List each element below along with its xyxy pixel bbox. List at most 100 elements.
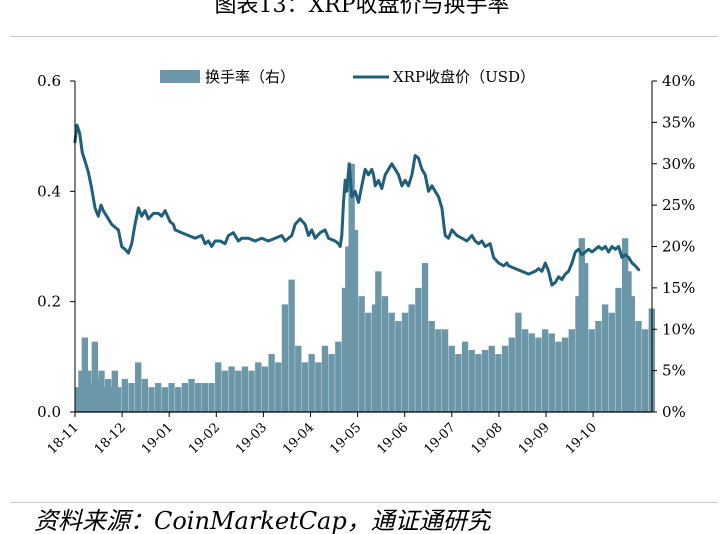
- turnover-bar-31: [241, 366, 249, 412]
- turnover-bar-68: [475, 354, 482, 412]
- turnover-bar-67: [468, 349, 475, 412]
- turnover-bar-40: [301, 362, 309, 412]
- turnover-bar-51: [365, 312, 372, 412]
- turnover-bar-37: [281, 304, 289, 412]
- turnover-bar-2: [81, 337, 89, 412]
- legend-label-price: XRP收盘价（USD）: [393, 68, 535, 86]
- turnover-bar-90: [615, 287, 622, 412]
- right-tick-label-7: 35%: [662, 113, 695, 131]
- turnover-bar-22: [181, 383, 189, 412]
- turnover-bar-24: [195, 383, 202, 412]
- turnover-bar-69: [481, 349, 489, 412]
- x-tick-label-11: 19-10: [563, 420, 600, 457]
- x-tick-label-5: 19-04: [280, 420, 317, 457]
- turnover-bar-92: [625, 271, 632, 412]
- turnover-bar-23: [188, 378, 195, 412]
- turnover-bar-61: [428, 320, 435, 412]
- x-ticks: 18-11 18-12 19-01 19-02 19-03 19-04 19-05 19-06…: [45, 412, 600, 457]
- turnover-bar-88: [601, 304, 609, 412]
- turnover-bar-54: [381, 296, 389, 412]
- turnover-bar-52: [371, 304, 379, 412]
- turnover-bar-41: [308, 354, 315, 412]
- turnover-bar-38: [288, 279, 295, 412]
- turnover-bar-27: [215, 362, 222, 412]
- turnover-bar-75: [521, 329, 529, 412]
- turnover-bar-73: [508, 337, 515, 412]
- x-tick-label-1: 18-12: [92, 420, 129, 457]
- left-tick-label-1: 0.2: [37, 293, 61, 311]
- turnover-bar-71: [495, 354, 502, 412]
- turnover-bar-62: [435, 329, 442, 412]
- turnover-bar-3: [85, 370, 92, 412]
- turnover-bar-46: [341, 287, 349, 412]
- turnover-bar-19: [161, 387, 169, 412]
- turnover-bar-79: [548, 333, 555, 412]
- left-tick-label-3: 0.6: [37, 72, 61, 90]
- turnover-bar-58: [408, 304, 415, 412]
- turnover-bar-21: [175, 387, 182, 412]
- turnover-bar-76: [528, 333, 535, 412]
- turnover-bar-33: [255, 362, 262, 412]
- right-tick-label-5: 25%: [662, 196, 695, 214]
- turnover-bar-93: [628, 296, 635, 412]
- turnover-bar-85: [581, 263, 589, 412]
- x-tick-label-3: 19-02: [186, 420, 223, 457]
- turnover-bar-91: [621, 238, 629, 412]
- turnover-bar-18: [155, 383, 162, 412]
- right-tick-label-0: 0%: [662, 403, 686, 421]
- turnover-bar-47: [345, 246, 352, 412]
- turnover-bar-53: [375, 271, 382, 412]
- x-tick-label-6: 19-05: [327, 420, 364, 457]
- right-tick-label-8: 40%: [662, 72, 695, 90]
- legend-swatch-turnover: [160, 70, 200, 83]
- turnover-bar-49: [351, 229, 359, 412]
- turnover-bar-82: [568, 329, 575, 412]
- turnover-bar-14: [128, 383, 135, 412]
- turnover-bar-74: [515, 312, 522, 412]
- left-tick-label-0: 0.0: [37, 403, 61, 421]
- turnover-bar-43: [321, 345, 329, 412]
- turnover-bar-8: [101, 387, 109, 412]
- turnover-bar-50: [358, 296, 365, 412]
- turnover-bar-81: [561, 337, 569, 412]
- turnover-bar-39: [295, 345, 302, 412]
- turnover-bar-5: [91, 341, 99, 412]
- turnover-bar-72: [501, 345, 509, 412]
- turnover-bar-57: [401, 312, 409, 412]
- turnover-bar-36: [275, 362, 282, 412]
- turnover-bar-84: [578, 238, 585, 412]
- turnover-bar-17: [148, 387, 155, 412]
- chart-title: 图表13：XRP收盘价与换手率: [214, 0, 510, 18]
- x-tick-label-0: 18-11: [45, 420, 82, 457]
- x-tick-label-10: 19-09: [516, 420, 553, 457]
- turnover-bar-89: [608, 312, 615, 412]
- turnover-bar-42: [315, 362, 322, 412]
- turnover-bar-13: [121, 378, 129, 412]
- turnover-bar-12: [115, 387, 122, 412]
- turnover-bars: [75, 163, 656, 412]
- price-line: [73, 123, 641, 287]
- turnover-bar-59: [415, 287, 422, 412]
- top-divider: [10, 36, 718, 37]
- legend-label-turnover: 换手率（右）: [205, 68, 295, 86]
- turnover-bar-56: [395, 320, 402, 412]
- turnover-bar-34: [261, 366, 269, 412]
- turnover-bar-55: [388, 312, 395, 412]
- turnover-bar-86: [588, 329, 595, 412]
- bottom-divider: [10, 502, 718, 503]
- turnover-bar-44: [328, 354, 335, 412]
- left-y-ticks: 0.0 0.2 0.4 0.6: [37, 72, 75, 421]
- turnover-bar-0: [75, 387, 82, 412]
- turnover-bar-83: [575, 296, 582, 412]
- turnover-bar-60: [421, 263, 429, 412]
- turnover-bar-15: [135, 362, 142, 412]
- turnover-bar-7: [98, 370, 105, 412]
- x-tick-label-4: 19-03: [233, 420, 270, 457]
- turnover-bar-35: [268, 354, 275, 412]
- turnover-bar-9: [105, 378, 112, 412]
- turnover-bar-95: [641, 329, 649, 412]
- right-tick-label-1: 5%: [662, 362, 686, 380]
- turnover-bar-78: [541, 329, 549, 412]
- chart: 0.0 0.2 0.4 0.6 0% 5% 10% 15% 20% 25% 30% 35% 40% 1…: [37, 68, 695, 457]
- turnover-bar-1: [78, 370, 85, 412]
